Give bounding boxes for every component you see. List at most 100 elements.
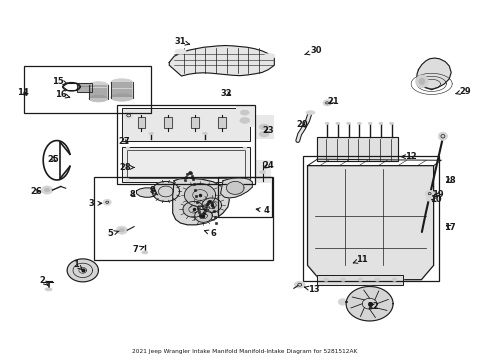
- Text: 8: 8: [130, 190, 136, 199]
- Polygon shape: [169, 45, 274, 76]
- Ellipse shape: [111, 79, 133, 86]
- Bar: [127, 150, 245, 178]
- Ellipse shape: [264, 54, 275, 59]
- Circle shape: [67, 259, 98, 282]
- Text: 4: 4: [256, 206, 270, 215]
- Text: 2: 2: [39, 276, 48, 285]
- Ellipse shape: [89, 82, 108, 88]
- Ellipse shape: [358, 278, 363, 282]
- Bar: [218, 117, 226, 128]
- Ellipse shape: [259, 131, 269, 137]
- Ellipse shape: [243, 147, 247, 150]
- Text: 28: 28: [120, 163, 134, 172]
- Ellipse shape: [338, 299, 347, 305]
- Text: 20: 20: [297, 120, 309, 129]
- Ellipse shape: [324, 278, 329, 282]
- Bar: [191, 117, 199, 128]
- Ellipse shape: [45, 188, 49, 192]
- Bar: [77, 83, 92, 92]
- Bar: [255, 160, 270, 182]
- Ellipse shape: [425, 190, 434, 197]
- Ellipse shape: [126, 179, 130, 181]
- Circle shape: [183, 202, 204, 217]
- Ellipse shape: [103, 199, 111, 205]
- Text: 12: 12: [401, 152, 417, 161]
- Text: 24: 24: [263, 161, 274, 170]
- Bar: [236, 107, 253, 126]
- Bar: [303, 156, 440, 281]
- Ellipse shape: [426, 196, 433, 201]
- Text: 23: 23: [263, 126, 274, 135]
- Text: 7: 7: [132, 246, 144, 255]
- Ellipse shape: [375, 278, 380, 282]
- Ellipse shape: [259, 124, 269, 130]
- Ellipse shape: [306, 111, 315, 114]
- Ellipse shape: [379, 122, 383, 125]
- Text: 1: 1: [74, 260, 82, 270]
- Bar: [111, 82, 133, 98]
- Text: 30: 30: [305, 46, 321, 55]
- Text: 2021 Jeep Wrangler Intake Manifold Manifold-Intake Diagram for 5281512AK: 2021 Jeep Wrangler Intake Manifold Manif…: [132, 349, 358, 354]
- Text: 11: 11: [353, 255, 368, 264]
- Text: 17: 17: [444, 223, 456, 232]
- Bar: [318, 137, 398, 161]
- Ellipse shape: [241, 110, 249, 115]
- Circle shape: [195, 210, 212, 222]
- Text: 27: 27: [118, 137, 130, 146]
- Ellipse shape: [175, 49, 186, 54]
- Text: 21: 21: [327, 96, 339, 105]
- Bar: [122, 147, 250, 182]
- Ellipse shape: [120, 228, 124, 232]
- Bar: [117, 105, 255, 184]
- Ellipse shape: [439, 132, 447, 140]
- Ellipse shape: [416, 75, 428, 87]
- Text: 22: 22: [367, 302, 379, 311]
- Ellipse shape: [111, 94, 133, 101]
- Circle shape: [184, 184, 216, 207]
- Ellipse shape: [341, 278, 345, 282]
- Circle shape: [346, 287, 393, 321]
- Ellipse shape: [42, 186, 52, 194]
- Ellipse shape: [243, 179, 247, 181]
- Bar: [318, 137, 398, 161]
- Text: 29: 29: [456, 86, 471, 95]
- Polygon shape: [137, 188, 156, 197]
- Bar: [122, 108, 250, 141]
- Ellipse shape: [126, 147, 130, 150]
- Text: 25: 25: [48, 155, 59, 164]
- Ellipse shape: [325, 122, 329, 125]
- Bar: [218, 177, 272, 217]
- Ellipse shape: [368, 122, 372, 125]
- Text: 5: 5: [108, 229, 119, 238]
- Text: 16: 16: [55, 90, 70, 99]
- Ellipse shape: [346, 122, 350, 125]
- Ellipse shape: [89, 95, 108, 102]
- Ellipse shape: [323, 100, 331, 106]
- Bar: [122, 147, 250, 182]
- Bar: [122, 108, 250, 141]
- Bar: [24, 66, 151, 113]
- Circle shape: [226, 181, 244, 194]
- Bar: [218, 117, 226, 128]
- Ellipse shape: [294, 282, 305, 288]
- Ellipse shape: [419, 78, 425, 85]
- Ellipse shape: [390, 122, 393, 125]
- Text: 10: 10: [430, 195, 441, 204]
- Bar: [94, 177, 273, 260]
- Ellipse shape: [117, 226, 127, 234]
- Text: 13: 13: [304, 285, 319, 294]
- Text: 19: 19: [432, 190, 444, 199]
- Bar: [89, 84, 108, 99]
- Circle shape: [202, 198, 221, 212]
- Bar: [255, 116, 273, 138]
- Polygon shape: [172, 178, 229, 225]
- Bar: [138, 117, 146, 128]
- Text: 26: 26: [30, 187, 42, 196]
- Ellipse shape: [149, 132, 154, 134]
- Bar: [77, 83, 92, 92]
- Ellipse shape: [45, 288, 52, 291]
- Ellipse shape: [124, 112, 133, 119]
- Bar: [318, 275, 403, 285]
- Bar: [138, 117, 146, 128]
- Bar: [191, 117, 199, 128]
